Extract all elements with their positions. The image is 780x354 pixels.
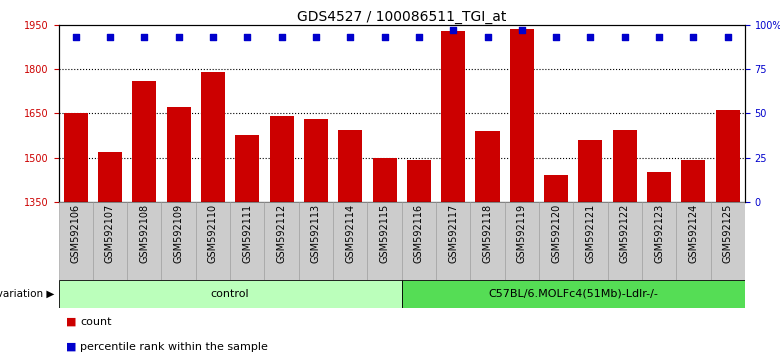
Bar: [270, 116, 293, 202]
Point: [207, 34, 219, 40]
Bar: [647, 172, 671, 202]
Bar: [470, 202, 505, 280]
Text: GSM592113: GSM592113: [311, 204, 321, 263]
Bar: [230, 202, 264, 280]
Point: [722, 34, 734, 40]
Bar: [476, 131, 499, 202]
Bar: [544, 175, 568, 202]
Bar: [133, 81, 156, 202]
Point: [344, 34, 356, 40]
Bar: [613, 130, 636, 202]
Text: GSM592122: GSM592122: [620, 204, 629, 263]
Point: [378, 34, 391, 40]
Text: GSM592123: GSM592123: [654, 204, 664, 263]
Bar: [682, 160, 705, 202]
Bar: [333, 202, 367, 280]
Bar: [716, 110, 739, 202]
Bar: [373, 158, 396, 202]
Text: ■: ■: [66, 317, 76, 327]
Bar: [539, 202, 573, 280]
Bar: [711, 202, 745, 280]
Bar: [236, 135, 259, 202]
Bar: [93, 202, 127, 280]
Point: [653, 34, 665, 40]
Bar: [441, 31, 465, 202]
Point: [481, 34, 494, 40]
Bar: [98, 152, 122, 202]
Text: GSM592111: GSM592111: [243, 204, 252, 263]
Bar: [58, 202, 93, 280]
Title: GDS4527 / 100086511_TGI_at: GDS4527 / 100086511_TGI_at: [297, 10, 506, 24]
Point: [241, 34, 254, 40]
Text: GSM592117: GSM592117: [448, 204, 458, 263]
Point: [516, 27, 528, 33]
Point: [138, 34, 151, 40]
Text: C57BL/6.MOLFc4(51Mb)-Ldlr-/-: C57BL/6.MOLFc4(51Mb)-Ldlr-/-: [488, 289, 658, 299]
Bar: [642, 202, 676, 280]
Bar: [407, 160, 431, 202]
Point: [584, 34, 597, 40]
Text: GSM592110: GSM592110: [208, 204, 218, 263]
Point: [69, 34, 82, 40]
Bar: [402, 280, 745, 308]
Text: GSM592112: GSM592112: [277, 204, 286, 263]
Bar: [436, 202, 470, 280]
Bar: [367, 202, 402, 280]
Bar: [510, 29, 534, 202]
Text: GSM592107: GSM592107: [105, 204, 115, 263]
Point: [550, 34, 562, 40]
Point: [275, 34, 288, 40]
Bar: [64, 113, 87, 202]
Text: GSM592114: GSM592114: [346, 204, 355, 263]
Point: [310, 34, 322, 40]
Bar: [167, 107, 190, 202]
Text: ■: ■: [66, 342, 76, 352]
Text: percentile rank within the sample: percentile rank within the sample: [80, 342, 268, 352]
Bar: [339, 130, 362, 202]
Text: count: count: [80, 317, 112, 327]
Bar: [304, 119, 328, 202]
Text: GSM592118: GSM592118: [483, 204, 492, 263]
Bar: [161, 202, 196, 280]
Bar: [676, 202, 711, 280]
Bar: [299, 202, 333, 280]
Bar: [196, 202, 230, 280]
Text: GSM592116: GSM592116: [414, 204, 424, 263]
Text: GSM592125: GSM592125: [723, 204, 732, 263]
Text: GSM592109: GSM592109: [174, 204, 183, 263]
Bar: [201, 72, 225, 202]
Point: [413, 34, 425, 40]
Bar: [579, 140, 602, 202]
Text: GSM592106: GSM592106: [71, 204, 80, 263]
Point: [619, 34, 631, 40]
Point: [687, 34, 700, 40]
Text: GSM592119: GSM592119: [517, 204, 526, 263]
Text: GSM592108: GSM592108: [140, 204, 149, 263]
Text: GSM592121: GSM592121: [586, 204, 595, 263]
Point: [447, 27, 459, 33]
Text: control: control: [211, 289, 250, 299]
Text: GSM592124: GSM592124: [689, 204, 698, 263]
Bar: [264, 202, 299, 280]
Bar: [58, 280, 402, 308]
Bar: [127, 202, 161, 280]
Bar: [573, 202, 608, 280]
Bar: [505, 202, 539, 280]
Bar: [608, 202, 642, 280]
Bar: [402, 202, 436, 280]
Text: genotype/variation ▶: genotype/variation ▶: [0, 289, 55, 299]
Point: [172, 34, 185, 40]
Text: GSM592120: GSM592120: [551, 204, 561, 263]
Point: [104, 34, 116, 40]
Text: GSM592115: GSM592115: [380, 204, 389, 263]
